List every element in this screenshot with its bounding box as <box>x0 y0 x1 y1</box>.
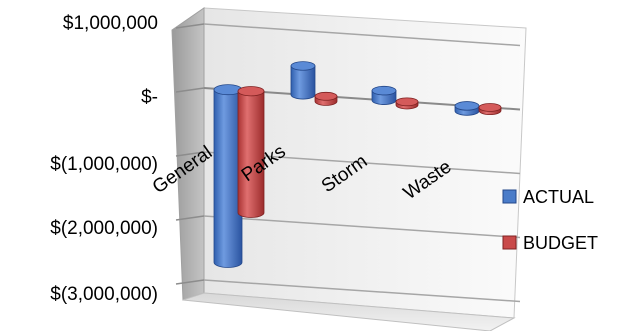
bar-actual-storm <box>371 85 397 105</box>
bar-cap <box>237 86 265 97</box>
y-tick-label: $(3,000,000) <box>50 284 158 305</box>
legend-label: ACTUAL <box>523 187 594 207</box>
legend: ACTUAL BUDGET <box>502 187 598 253</box>
gridline-side <box>175 23 205 29</box>
bar-cap <box>395 97 419 107</box>
y-tick-label: $- <box>141 87 158 108</box>
bar-actual-parks <box>290 61 316 100</box>
bar-cap <box>478 103 502 112</box>
legend-swatch <box>502 235 517 250</box>
bar-cap <box>454 101 480 111</box>
y-tick-label: $(2,000,000) <box>50 218 158 239</box>
legend-label: BUDGET <box>523 233 598 253</box>
bar-budget-parks <box>314 91 338 106</box>
bar-cap <box>290 61 316 71</box>
legend-swatch <box>502 189 517 204</box>
gridline-side <box>175 87 205 93</box>
bar-cap <box>371 85 397 96</box>
bars <box>213 61 502 268</box>
bar-body <box>290 65 316 100</box>
bar-budget-general <box>237 86 265 218</box>
bar-body <box>213 89 243 268</box>
y-axis-ticks: $1,000,000 $- $(1,000,000) $(2,000,000) $(3,… <box>50 13 158 305</box>
bar-cap <box>314 91 338 101</box>
bar-budget-storm <box>395 97 419 110</box>
gridline <box>203 215 521 239</box>
gridline <box>203 23 521 47</box>
y-tick-label: $1,000,000 <box>63 13 158 34</box>
bar-budget-waste <box>478 103 502 115</box>
y-tick-label: $(1,000,000) <box>50 154 158 175</box>
floor <box>182 292 516 331</box>
gridline <box>203 279 521 303</box>
bar-body <box>237 90 265 218</box>
bar-actual-waste <box>454 101 480 116</box>
gridline-side <box>175 151 205 157</box>
gridline-side <box>175 279 205 285</box>
gridline-side <box>175 215 205 221</box>
